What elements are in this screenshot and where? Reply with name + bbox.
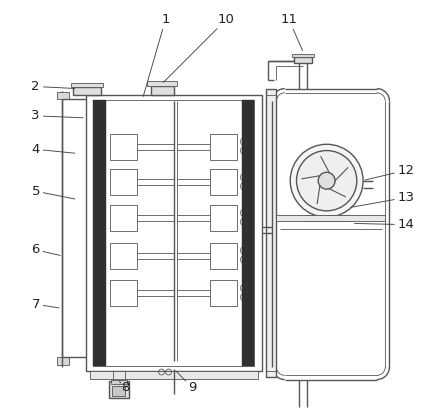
- Bar: [294, 57, 312, 63]
- Text: 4: 4: [32, 143, 75, 156]
- Bar: [210, 169, 238, 195]
- Circle shape: [100, 249, 102, 252]
- Bar: [210, 243, 238, 269]
- Circle shape: [97, 247, 105, 254]
- Bar: [86, 95, 262, 371]
- Bar: [94, 100, 106, 366]
- Bar: [210, 205, 238, 231]
- Circle shape: [297, 150, 357, 211]
- Circle shape: [243, 140, 246, 143]
- Circle shape: [100, 150, 102, 152]
- Circle shape: [243, 296, 246, 299]
- Bar: [110, 169, 138, 195]
- Bar: [73, 87, 101, 95]
- Circle shape: [97, 183, 105, 190]
- Circle shape: [100, 212, 102, 214]
- Bar: [111, 380, 127, 384]
- Bar: [94, 100, 254, 366]
- Text: 10: 10: [163, 13, 234, 82]
- Bar: [242, 100, 254, 366]
- Circle shape: [240, 247, 248, 254]
- Text: 6: 6: [32, 243, 60, 256]
- Circle shape: [243, 212, 246, 214]
- Circle shape: [240, 147, 248, 155]
- Circle shape: [97, 147, 105, 155]
- Bar: [57, 92, 69, 99]
- Circle shape: [243, 220, 246, 223]
- Circle shape: [318, 172, 335, 189]
- Bar: [147, 81, 177, 86]
- Circle shape: [100, 220, 102, 223]
- Circle shape: [97, 284, 105, 292]
- Circle shape: [243, 176, 246, 178]
- Text: 14: 14: [355, 218, 415, 231]
- Text: 11: 11: [281, 13, 302, 50]
- Circle shape: [100, 258, 102, 261]
- Bar: [110, 280, 138, 306]
- Bar: [90, 371, 258, 379]
- Circle shape: [240, 284, 248, 292]
- Text: 9: 9: [176, 371, 197, 394]
- Bar: [292, 54, 314, 57]
- Text: 5: 5: [32, 185, 75, 199]
- Circle shape: [100, 185, 102, 187]
- Circle shape: [243, 287, 246, 289]
- Circle shape: [97, 294, 105, 301]
- Bar: [112, 386, 125, 396]
- Circle shape: [100, 140, 102, 143]
- Bar: [210, 280, 238, 306]
- Circle shape: [243, 185, 246, 187]
- Circle shape: [240, 256, 248, 263]
- Text: 12: 12: [365, 164, 415, 180]
- Bar: [151, 86, 174, 95]
- Bar: [210, 134, 238, 160]
- Circle shape: [243, 258, 246, 261]
- Circle shape: [97, 218, 105, 226]
- Bar: [109, 381, 129, 399]
- Circle shape: [243, 150, 246, 152]
- Circle shape: [240, 209, 248, 217]
- Bar: [266, 89, 277, 378]
- Bar: [71, 83, 103, 87]
- Text: 8: 8: [119, 381, 130, 394]
- Bar: [277, 215, 385, 221]
- Bar: [57, 357, 69, 365]
- Circle shape: [97, 138, 105, 145]
- Text: 2: 2: [32, 80, 75, 93]
- Text: 1: 1: [143, 13, 170, 97]
- Bar: [110, 205, 138, 231]
- Circle shape: [240, 294, 248, 301]
- Circle shape: [240, 183, 248, 190]
- Bar: [110, 243, 138, 269]
- Circle shape: [240, 173, 248, 181]
- Circle shape: [100, 296, 102, 299]
- Circle shape: [240, 138, 248, 145]
- Text: 7: 7: [32, 298, 59, 311]
- Bar: [110, 134, 138, 160]
- Text: 3: 3: [32, 109, 83, 122]
- Text: 13: 13: [350, 191, 415, 207]
- Circle shape: [100, 176, 102, 178]
- Bar: [305, 215, 349, 221]
- Circle shape: [97, 256, 105, 263]
- Circle shape: [100, 287, 102, 289]
- Circle shape: [243, 249, 246, 252]
- Circle shape: [97, 209, 105, 217]
- Circle shape: [290, 144, 363, 217]
- Circle shape: [240, 218, 248, 226]
- Circle shape: [97, 173, 105, 181]
